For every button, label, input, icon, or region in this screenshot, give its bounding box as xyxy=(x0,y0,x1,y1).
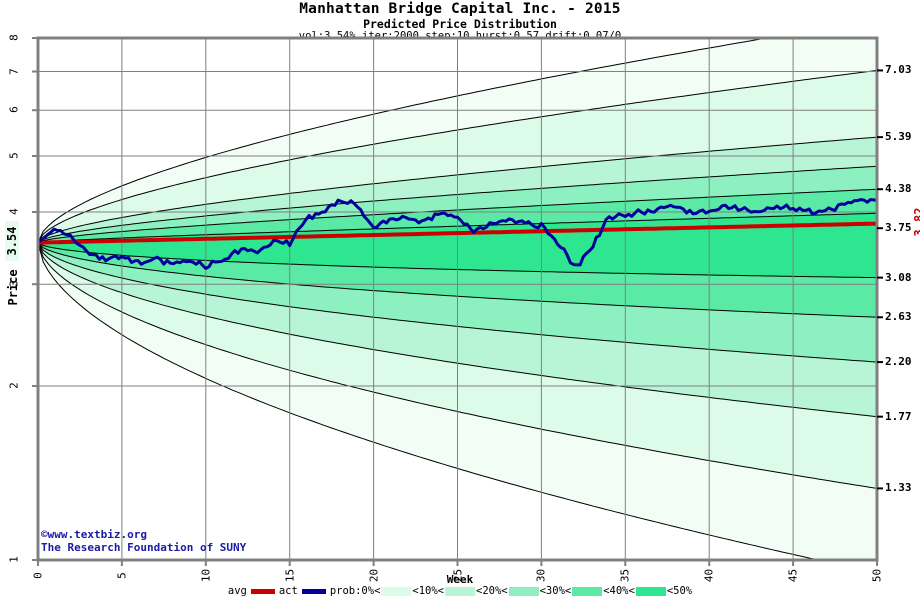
y-axis-tick: 4 xyxy=(7,208,21,215)
chart-title: Manhattan Bridge Capital Inc. - 2015 xyxy=(299,1,621,17)
x-axis-tick: 15 xyxy=(283,568,297,583)
legend-prob-label: prob:0%< xyxy=(329,585,381,597)
legend-act: act xyxy=(278,585,329,597)
y-axis-current-price: 3.54 xyxy=(5,220,19,261)
right-axis-tick: 3.08 xyxy=(885,270,912,284)
right-axis-tick: 2.63 xyxy=(885,310,912,324)
right-axis-tick: 1.33 xyxy=(885,481,912,495)
y-axis-tick: 7 xyxy=(7,67,21,75)
x-axis-tick: 25 xyxy=(451,568,464,583)
legend-band-swatch xyxy=(572,586,603,596)
x-axis-tick: 40 xyxy=(702,568,716,583)
right-axis-current-price: 3.82 xyxy=(912,207,920,236)
y-axis-tick: 2 xyxy=(7,382,21,389)
right-axis-tick: 2.20 xyxy=(885,355,912,369)
legend-bands: <10%< <20%< <30%< <40%< <50% xyxy=(381,585,693,597)
y-axis-tick: 8 xyxy=(7,34,21,41)
legend-act-label: act xyxy=(278,585,298,597)
legend-band-label: <40%< xyxy=(603,585,635,597)
x-axis-tick: 5 xyxy=(115,572,129,579)
legend-band-label: <10%< xyxy=(412,585,444,597)
x-axis-label: Week xyxy=(446,573,474,586)
x-axis-tick: 30 xyxy=(534,568,548,583)
legend-band-label: <20%< xyxy=(476,585,508,597)
y-axis-tick: 5 xyxy=(7,152,21,159)
credit-organization: The Research Foundation of SUNY xyxy=(41,541,247,554)
x-axis-tick: 50 xyxy=(870,568,884,583)
legend-band-swatch xyxy=(381,586,412,596)
x-axis-tick: 10 xyxy=(199,568,213,583)
legend-band-label: <50% xyxy=(666,585,693,597)
y-axis-tick: 6 xyxy=(7,106,21,114)
right-axis-tick: 3.75 xyxy=(885,221,912,235)
y-axis-tick: 3 xyxy=(7,280,21,288)
right-axis-tick: 7.03 xyxy=(885,63,912,77)
legend-band-swatch xyxy=(635,586,666,596)
x-axis-tick: 45 xyxy=(786,568,800,583)
x-axis-tick: 35 xyxy=(618,568,632,583)
credit-website: ©www.textbiz.org xyxy=(41,528,147,541)
x-axis-tick: 20 xyxy=(367,568,381,583)
x-axis-tick: 0 xyxy=(31,572,45,579)
y-axis-tick: 1 xyxy=(7,556,21,563)
legend-avg: avg xyxy=(227,585,278,597)
legend-avg-line xyxy=(250,588,275,594)
chart-legend: avg act prob:0%< <10%< <20%< <30%< <40%< <50… xyxy=(0,584,920,598)
legend-band-swatch xyxy=(508,586,539,596)
right-axis-tick: 5.39 xyxy=(885,130,912,144)
legend-avg-label: avg xyxy=(227,585,247,597)
legend-act-line xyxy=(301,588,326,594)
right-axis-tick: 4.38 xyxy=(885,182,912,196)
legend-band-label: <30%< xyxy=(539,585,572,597)
legend-band-swatch xyxy=(445,586,475,596)
chart-subtitle: Predicted Price Distribution xyxy=(363,17,557,31)
right-axis-tick: 1.77 xyxy=(885,409,912,423)
